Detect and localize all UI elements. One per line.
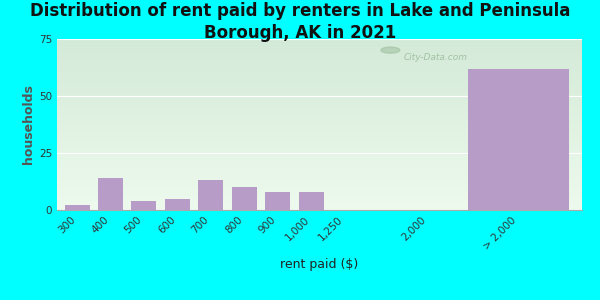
Bar: [299, 192, 323, 210]
Bar: [232, 187, 257, 210]
Bar: [131, 201, 157, 210]
Bar: [469, 69, 569, 210]
Text: Distribution of rent paid by renters in Lake and Peninsula
Borough, AK in 2021: Distribution of rent paid by renters in …: [30, 2, 570, 42]
Text: City-Data.com: City-Data.com: [404, 53, 467, 62]
Bar: [165, 199, 190, 210]
Circle shape: [381, 47, 400, 53]
Bar: [65, 206, 89, 210]
Bar: [198, 180, 223, 210]
Bar: [265, 192, 290, 210]
Y-axis label: households: households: [22, 85, 35, 164]
X-axis label: rent paid ($): rent paid ($): [280, 258, 359, 271]
Bar: [98, 178, 123, 210]
